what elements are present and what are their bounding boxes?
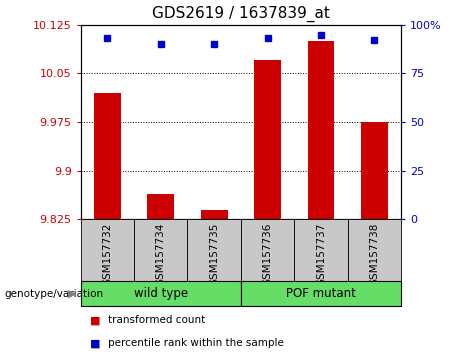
Bar bbox=[241, 281, 401, 306]
Bar bbox=[348, 219, 401, 281]
Text: transformed count: transformed count bbox=[108, 315, 206, 325]
Bar bbox=[241, 219, 294, 281]
Text: percentile rank within the sample: percentile rank within the sample bbox=[108, 338, 284, 348]
Bar bbox=[188, 219, 241, 281]
Text: GSM157732: GSM157732 bbox=[102, 223, 112, 286]
Bar bbox=[361, 122, 388, 219]
Bar bbox=[94, 93, 121, 219]
Bar bbox=[148, 194, 174, 219]
Text: POF mutant: POF mutant bbox=[286, 287, 356, 300]
Bar bbox=[254, 61, 281, 219]
Text: ■: ■ bbox=[90, 338, 100, 348]
Text: genotype/variation: genotype/variation bbox=[5, 289, 104, 299]
Bar bbox=[307, 41, 334, 219]
Text: GSM157736: GSM157736 bbox=[263, 223, 272, 286]
Text: wild type: wild type bbox=[134, 287, 188, 300]
Bar bbox=[201, 210, 228, 219]
Title: GDS2619 / 1637839_at: GDS2619 / 1637839_at bbox=[152, 6, 330, 22]
Text: GSM157734: GSM157734 bbox=[156, 223, 166, 286]
Text: ▶: ▶ bbox=[68, 289, 76, 299]
Bar bbox=[81, 281, 241, 306]
Bar bbox=[81, 219, 134, 281]
Bar bbox=[134, 219, 188, 281]
Text: GSM157738: GSM157738 bbox=[369, 223, 379, 286]
Text: GSM157737: GSM157737 bbox=[316, 223, 326, 286]
Bar bbox=[294, 219, 348, 281]
Text: GSM157735: GSM157735 bbox=[209, 223, 219, 286]
Text: ■: ■ bbox=[90, 315, 100, 325]
